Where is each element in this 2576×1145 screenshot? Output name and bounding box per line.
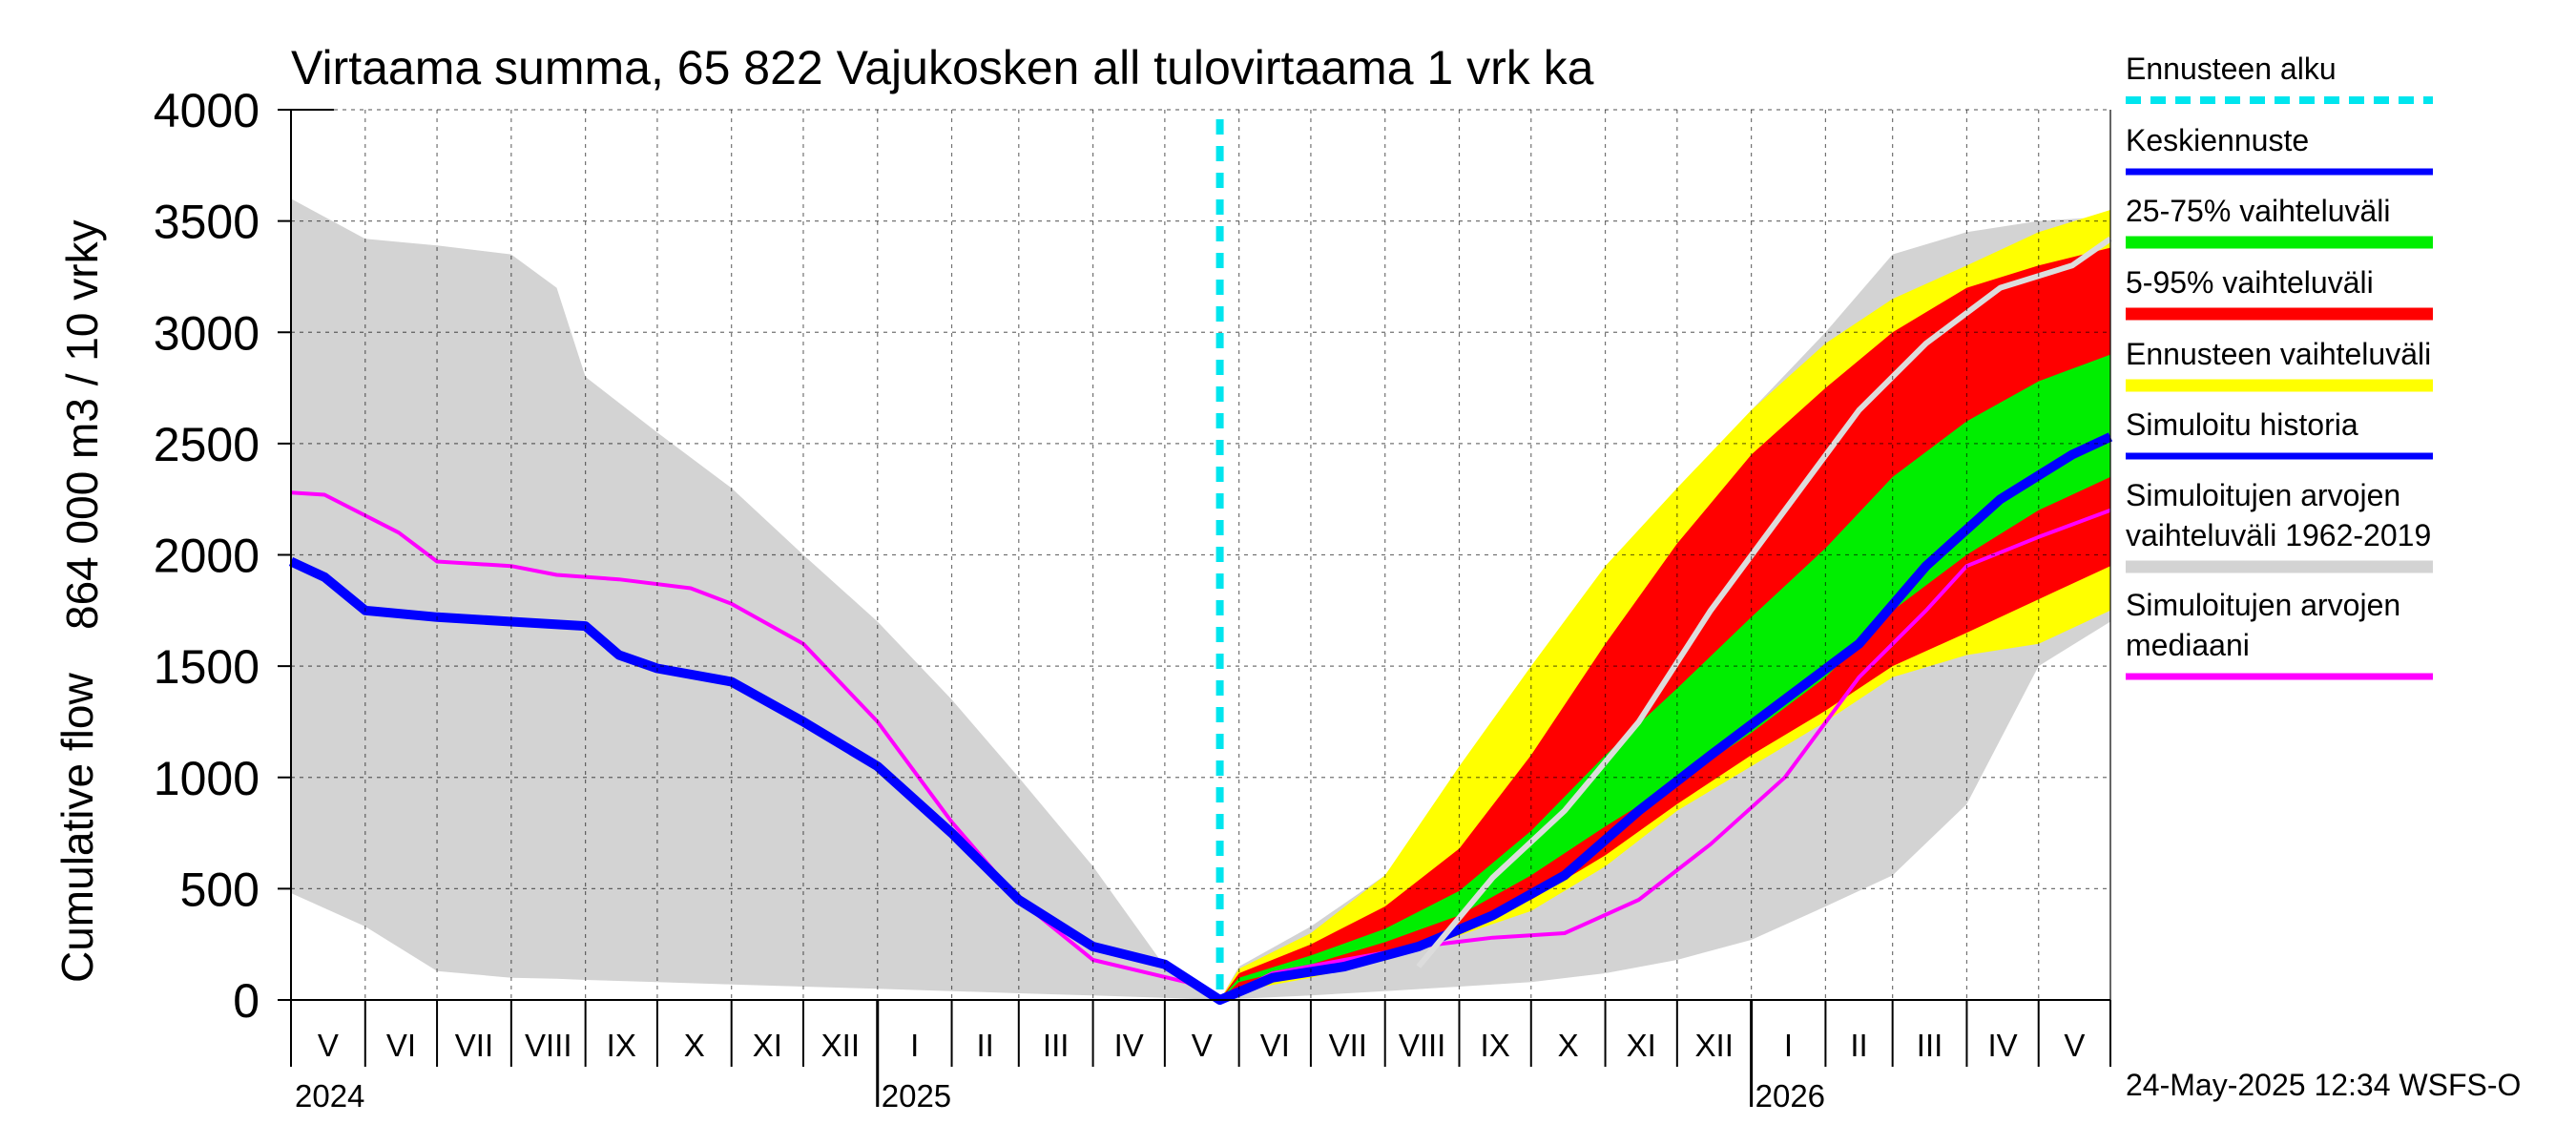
- legend-item: Keskiennuste: [2126, 123, 2433, 176]
- month-label: VI: [1260, 1028, 1290, 1063]
- chart-title: Virtaama summa, 65 822 Vajukosken all tu…: [291, 41, 1594, 94]
- legend-item: Ennusteen vaihteluväli: [2126, 337, 2433, 392]
- month-label: II: [976, 1028, 993, 1063]
- year-label: 2025: [882, 1078, 951, 1114]
- month-label: V: [318, 1028, 339, 1063]
- series-6-line: [1416, 236, 2112, 968]
- legend-label: Simuloitujen arvojen: [2126, 478, 2400, 512]
- month-label: V: [2064, 1028, 2085, 1063]
- y-tick-label: 3000: [154, 306, 260, 360]
- legend-label: Simuloitu historia: [2126, 407, 2358, 442]
- legend-label: Ennusteen vaihteluväli: [2126, 337, 2431, 371]
- legend: Ennusteen alku Keskiennuste 25-75% vaihtel…: [2126, 52, 2433, 680]
- month-label: IV: [1114, 1028, 1144, 1063]
- series-2-band: [1219, 247, 2110, 1001]
- month-label: XII: [1695, 1028, 1734, 1063]
- y-tick-label: 1000: [154, 752, 260, 805]
- legend-item: Simuloitu historia: [2126, 407, 2433, 460]
- month-label: XII: [821, 1028, 860, 1063]
- month-label: I: [1784, 1028, 1793, 1063]
- y-tick-label: 3500: [154, 196, 260, 249]
- year-label: 2026: [1755, 1078, 1825, 1114]
- month-label: V: [1192, 1028, 1213, 1063]
- legend-item: Simuloitujen arvojen vaihteluväli 1962-20…: [2126, 478, 2433, 573]
- legend-label: 25-75% vaihteluväli: [2126, 194, 2391, 228]
- month-label: III: [1043, 1028, 1070, 1063]
- legend-label: mediaani: [2126, 628, 2250, 662]
- legend-item: 25-75% vaihteluväli: [2126, 194, 2433, 249]
- month-label: XI: [1627, 1028, 1656, 1063]
- y-tick-label: 2500: [154, 418, 260, 471]
- y-tick-label: 500: [180, 863, 260, 916]
- month-label: X: [684, 1028, 705, 1063]
- month-label: IX: [1481, 1028, 1510, 1063]
- month-label: IV: [1987, 1028, 2017, 1063]
- series-5-line: [288, 432, 2113, 1005]
- month-label: III: [1917, 1028, 1943, 1063]
- month-label: X: [1558, 1028, 1579, 1063]
- timestamp-footer: 24-May-2025 12:34 WSFS-O: [2126, 1068, 2521, 1102]
- month-label: I: [910, 1028, 919, 1063]
- month-label: VIII: [1399, 1028, 1446, 1063]
- month-label: VII: [455, 1028, 493, 1063]
- y-tick-label: 0: [233, 974, 260, 1028]
- y-tick-label: 4000: [154, 84, 260, 137]
- y-axis-label-bottom: Cumulative flow: [52, 673, 102, 983]
- legend-label: Ennusteen alku: [2126, 52, 2337, 86]
- legend-item: 5-95% vaihteluväli: [2126, 265, 2433, 321]
- legend-item: Ennusteen alku: [2126, 52, 2433, 104]
- y-axis-label-top: 864 000 m3 / 10 vrky: [57, 219, 107, 630]
- legend-label: Simuloitujen arvojen: [2126, 588, 2400, 622]
- legend-label: vaihteluväli 1962-2019: [2126, 518, 2431, 552]
- plot-area: [288, 198, 2113, 1005]
- legend-label: 5-95% vaihteluväli: [2126, 265, 2374, 300]
- month-label: VIII: [525, 1028, 572, 1063]
- y-tick-label: 2000: [154, 530, 260, 583]
- month-label: XI: [753, 1028, 782, 1063]
- series-3-band: [1219, 354, 2110, 1001]
- legend-item: Simuloitujen arvojen mediaani: [2126, 588, 2433, 680]
- year-label: 2024: [295, 1078, 364, 1114]
- month-label: IX: [607, 1028, 636, 1063]
- legend-label: Keskiennuste: [2126, 123, 2309, 157]
- month-label: II: [1850, 1028, 1867, 1063]
- month-label: VI: [386, 1028, 416, 1063]
- y-tick-label: 1500: [154, 640, 260, 694]
- month-label: VII: [1329, 1028, 1367, 1063]
